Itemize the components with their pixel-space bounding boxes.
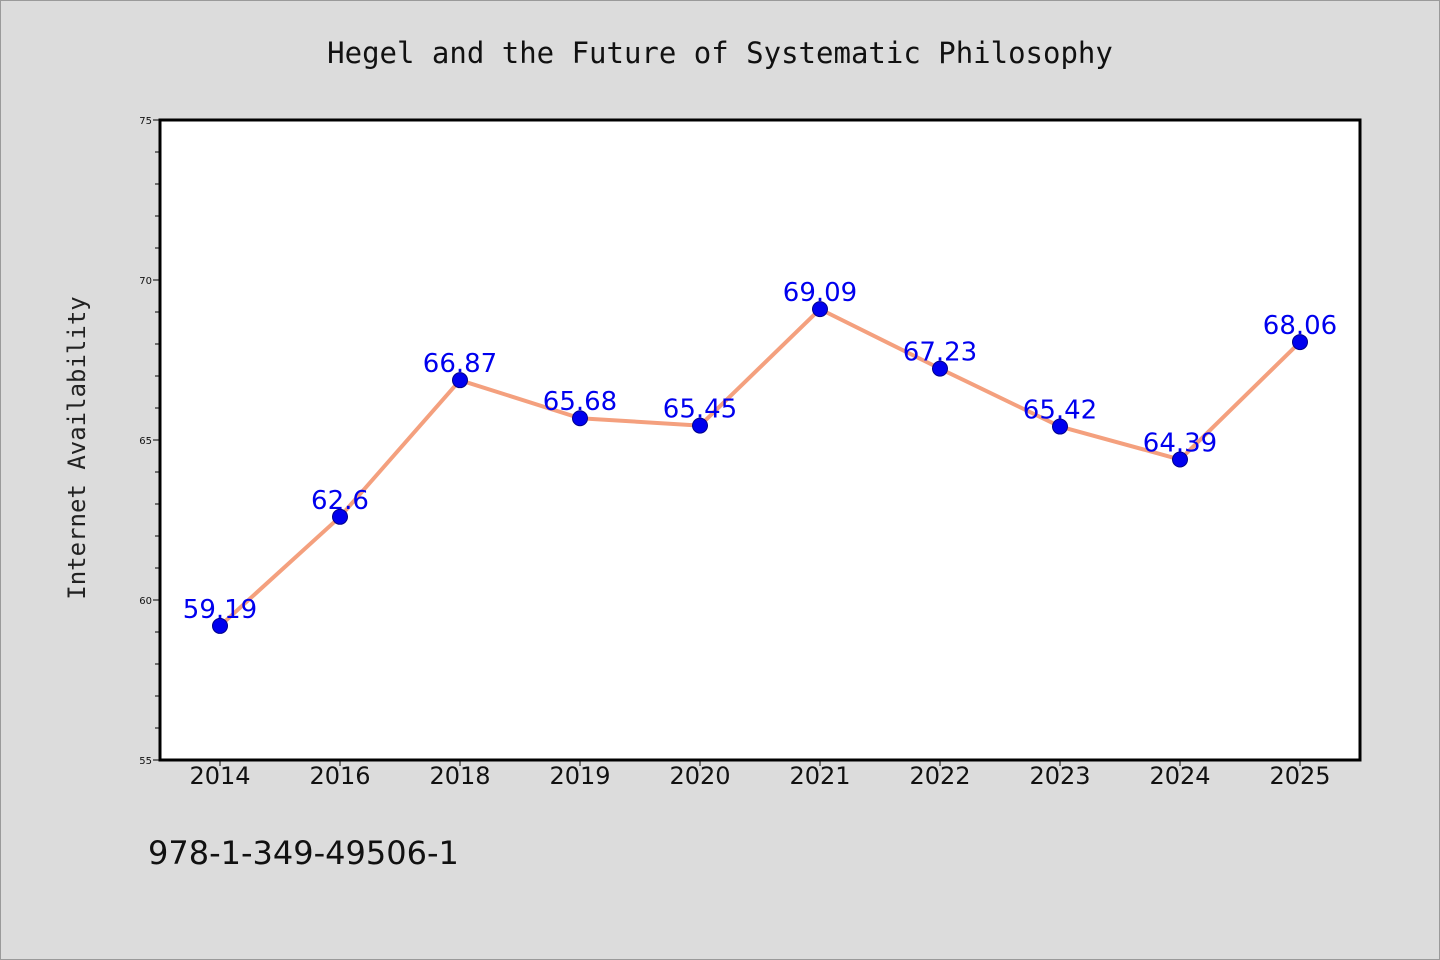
y-tick-label: 65 — [139, 436, 152, 447]
line-segment — [458, 378, 582, 421]
y-axis: 55 60 65 70 75 — [139, 116, 160, 767]
data-point — [1052, 418, 1068, 435]
line-segment — [1178, 340, 1302, 462]
line-segment — [1058, 424, 1182, 462]
chart-title: Hegel and the Future of Systematic Philo… — [327, 36, 1113, 70]
x-tick-label: 2022 — [909, 762, 970, 790]
data-label: 67.23 — [903, 338, 977, 368]
plot-area — [158, 118, 1362, 762]
y-tick-label: 60 — [139, 596, 152, 607]
x-tick-label: 2023 — [1029, 762, 1090, 790]
data-point — [932, 360, 948, 377]
x-tick-label: 2019 — [549, 762, 610, 790]
y-tick-label: 70 — [139, 276, 152, 287]
line-segment — [698, 307, 822, 428]
x-tick-label: 2020 — [669, 762, 730, 790]
data-label: 65.42 — [1023, 396, 1097, 426]
data-label: 65.45 — [663, 395, 737, 425]
series-line — [218, 307, 1302, 628]
data-markers — [212, 301, 1308, 634]
y-axis-label: Internet Availability — [63, 296, 91, 599]
x-tick-label: 2025 — [1269, 762, 1330, 790]
line-segment — [578, 416, 702, 428]
data-labels: 59.19 62.6 66.87 65.68 65.45 69.09 67.23 65.42 6… — [183, 278, 1337, 625]
data-point — [692, 417, 708, 434]
x-tick-label: 2014 — [189, 762, 250, 790]
x-axis: 2014 2016 2018 2019 2020 2021 2022 2023 2024 2025 — [189, 760, 1331, 790]
line-segment — [338, 378, 462, 519]
line-segment — [218, 514, 342, 628]
line-segment — [938, 366, 1062, 429]
data-label: 64.39 — [1143, 429, 1217, 459]
isbn-footer: 978-1-349-49506-1 — [148, 834, 459, 872]
data-point — [1172, 451, 1188, 468]
data-label: 66.87 — [423, 349, 497, 379]
data-label: 69.09 — [783, 278, 857, 308]
data-point — [572, 410, 588, 427]
data-point — [332, 508, 348, 525]
x-tick-label: 2018 — [429, 762, 490, 790]
data-point — [212, 617, 228, 634]
data-point — [452, 372, 468, 389]
data-label: 59.19 — [183, 595, 257, 625]
y-tick-label: 75 — [139, 116, 152, 127]
data-point — [1292, 334, 1308, 351]
x-tick-label: 2024 — [1149, 762, 1210, 790]
line-segment — [818, 307, 942, 371]
data-label: 68.06 — [1263, 311, 1337, 341]
x-tick-label: 2021 — [789, 762, 850, 790]
x-tick-label: 2016 — [309, 762, 370, 790]
data-point — [812, 301, 828, 318]
data-label: 62.6 — [311, 486, 369, 516]
y-tick-label: 55 — [139, 756, 152, 767]
data-label: 65.68 — [543, 387, 617, 417]
